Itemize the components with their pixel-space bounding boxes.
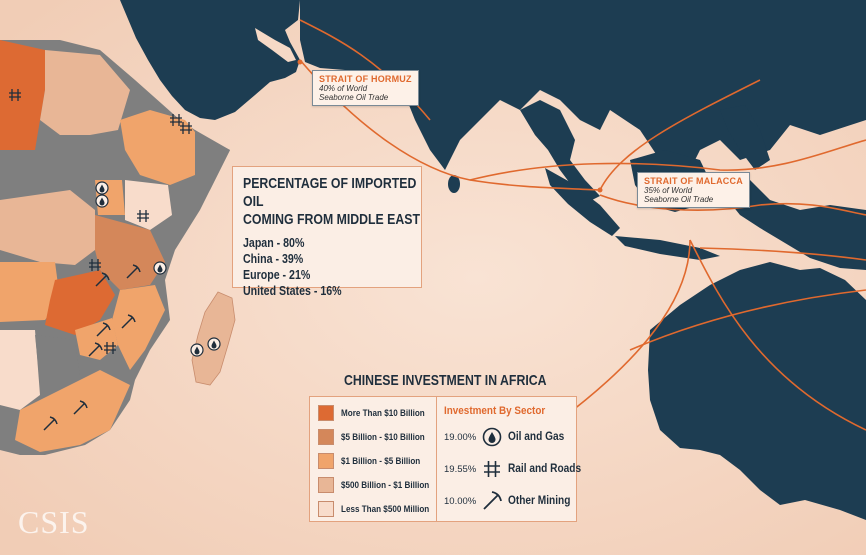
imported-oil-box: PERCENTAGE OF IMPORTED OIL COMING FROM M… xyxy=(232,166,422,298)
oil-drop-icon xyxy=(482,427,502,447)
sector-heading: Investment By Sector xyxy=(444,405,546,417)
sector-pct-rail: 19.55% xyxy=(444,463,477,475)
south-asia-landmass xyxy=(300,0,866,170)
investment-legend: More Than $10 Billion $5 Billion - $10 B… xyxy=(309,396,581,522)
route-south xyxy=(559,239,691,421)
malay-peninsula xyxy=(520,100,600,200)
tier-row-2: $5 Billion - $10 Billion xyxy=(318,429,434,445)
sector-name-rail: Rail and Roads xyxy=(508,463,582,475)
tier-label-2: $5 Billion - $10 Billion xyxy=(341,432,425,442)
malacca-callout: STRAIT OF MALACCA 35% of World Seaborne … xyxy=(637,172,750,208)
mining-markers xyxy=(43,264,141,431)
region-south-africa xyxy=(15,370,130,452)
route-aus xyxy=(629,289,866,351)
tier-legend: More Than $10 Billion $5 Billion - $10 B… xyxy=(310,397,437,521)
region-angola xyxy=(0,262,60,322)
sector-pct-oil: 19.00% xyxy=(444,431,477,443)
region-zambia xyxy=(45,270,115,335)
region-sudan xyxy=(0,40,45,150)
indonesia-east xyxy=(720,180,866,270)
route-hormuz-malacca xyxy=(299,59,601,191)
route-to-east-asia xyxy=(599,79,761,191)
oil-markers xyxy=(95,181,221,357)
region-namibia xyxy=(0,330,40,410)
sumatra xyxy=(545,168,620,236)
region-mozambique xyxy=(112,285,165,370)
rail-markers xyxy=(9,89,192,354)
tier-swatch-3 xyxy=(318,453,334,469)
tier-row-1: More Than $10 Billion xyxy=(318,405,434,421)
sector-row-rail: 19.55% Rail and Roads xyxy=(444,459,591,479)
hormuz-title: STRAIT OF HORMUZ xyxy=(319,74,412,84)
malacca-point xyxy=(597,187,603,193)
tier-row-5: Less Than $500 Million xyxy=(318,501,439,517)
persian-gulf xyxy=(255,28,296,62)
route-timor xyxy=(699,247,866,261)
sector-name-oil: Oil and Gas xyxy=(508,431,565,443)
tier-swatch-2 xyxy=(318,429,334,445)
hormuz-line1: 40% of World xyxy=(319,84,368,93)
oil-row-europe: Europe - 21% xyxy=(243,268,311,282)
australia xyxy=(648,262,866,520)
oil-row-us: United States - 16% xyxy=(243,284,342,298)
region-chad-egypt xyxy=(40,50,130,135)
malacca-title: STRAIT OF MALACCA xyxy=(644,176,743,186)
oil-row-japan: Japan - 80% xyxy=(243,236,305,250)
region-tanzania xyxy=(95,215,165,290)
oil-heading-line2: COMING FROM MIDDLE EAST xyxy=(243,211,420,228)
route-southeast xyxy=(689,239,866,431)
hormuz-point xyxy=(297,59,303,65)
java xyxy=(615,236,720,260)
region-ethiopia xyxy=(120,110,210,185)
sector-row-mining: 10.00% Other Mining xyxy=(444,491,579,511)
tier-row-4: $500 Billion - $1 Billion xyxy=(318,477,439,493)
tier-label-4: $500 Billion - $1 Billion xyxy=(341,480,430,490)
investment-title: CHINESE INVESTMENT IN AFRICA xyxy=(344,372,547,389)
tier-swatch-4 xyxy=(318,477,334,493)
sector-row-oil: 19.00% Oil and Gas xyxy=(444,427,572,447)
region-somalia xyxy=(170,130,230,230)
sri-lanka xyxy=(448,175,460,193)
oil-row-china: China - 39% xyxy=(243,252,304,266)
tier-label-3: $1 Billion - $5 Billion xyxy=(341,456,421,466)
oil-list: Japan - 80% China - 39% Europe - 21% Uni… xyxy=(243,235,411,299)
tier-swatch-1 xyxy=(318,405,334,421)
region-drc xyxy=(0,190,95,265)
middle-east-landmass xyxy=(120,0,300,120)
region-botswana xyxy=(35,335,80,390)
malacca-line2: Seaborne Oil Trade xyxy=(644,195,714,204)
route-malacca-pacific xyxy=(469,139,866,181)
philippines xyxy=(720,105,770,170)
tier-label-1: More Than $10 Billion xyxy=(341,408,425,418)
hormuz-callout: STRAIT OF HORMUZ 40% of World Seaborne O… xyxy=(312,70,419,106)
malacca-line1: 35% of World xyxy=(644,186,693,195)
csis-logo: CSIS xyxy=(18,504,90,540)
oil-heading-line1: PERCENTAGE OF IMPORTED OIL xyxy=(243,175,417,210)
tier-label-5: Less Than $500 Million xyxy=(341,504,430,514)
tier-swatch-5 xyxy=(318,501,334,517)
sector-pct-mining: 10.00% xyxy=(444,495,477,507)
hormuz-line2: Seaborne Oil Trade xyxy=(319,93,389,102)
rail-icon xyxy=(484,461,500,477)
pickaxe-icon xyxy=(483,491,502,510)
sector-name-mining: Other Mining xyxy=(508,495,571,507)
region-kenya xyxy=(125,180,172,230)
tier-row-3: $1 Billion - $5 Billion xyxy=(318,453,429,469)
